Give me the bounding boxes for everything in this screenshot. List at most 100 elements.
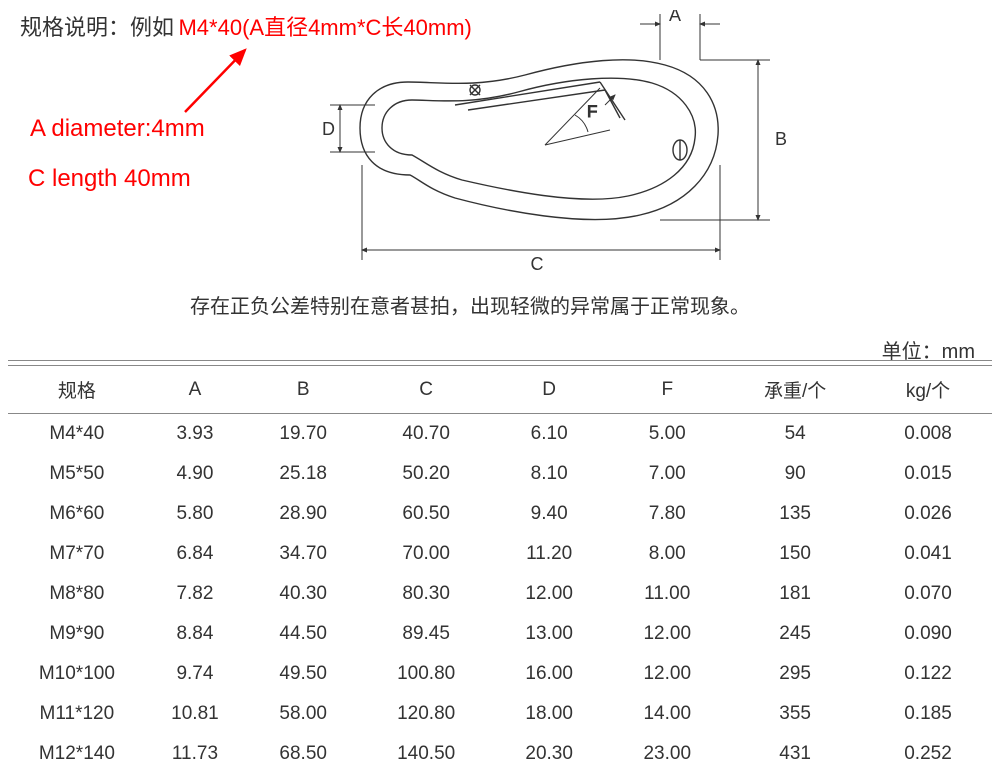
table-cell: 0.008 xyxy=(864,414,992,455)
table-row: M6*605.8028.9060.509.407.801350.026 xyxy=(8,494,992,534)
table-cell: 16.00 xyxy=(490,654,608,694)
table-cell: M6*60 xyxy=(8,494,146,534)
table-cell: 4.90 xyxy=(146,454,244,494)
col-header: 规格 xyxy=(8,366,146,414)
table-row: M9*908.8444.5089.4513.0012.002450.090 xyxy=(8,614,992,654)
table-cell: 80.30 xyxy=(362,574,490,614)
table-cell: 431 xyxy=(726,734,864,774)
table-cell: 70.00 xyxy=(362,534,490,574)
col-header: kg/个 xyxy=(864,366,992,414)
table-cell: 0.026 xyxy=(864,494,992,534)
table-cell: 140.50 xyxy=(362,734,490,774)
table-cell: 7.80 xyxy=(608,494,726,534)
table-cell: 245 xyxy=(726,614,864,654)
table-cell: 5.80 xyxy=(146,494,244,534)
table-row: M4*403.9319.7040.706.105.00540.008 xyxy=(8,414,992,455)
table-cell: 355 xyxy=(726,694,864,734)
table-cell: 40.70 xyxy=(362,414,490,455)
spec-table: 规格ABCDF承重/个kg/个 M4*403.9319.7040.706.105… xyxy=(8,365,992,774)
dim-label-f: F xyxy=(587,102,597,121)
table-row: M5*504.9025.1850.208.107.00900.015 xyxy=(8,454,992,494)
annotation-diameter: A diameter:4mm xyxy=(30,115,205,143)
col-header: C xyxy=(362,366,490,414)
table-cell: 49.50 xyxy=(244,654,362,694)
table-row: M8*807.8240.3080.3012.0011.001810.070 xyxy=(8,574,992,614)
table-cell: 14.00 xyxy=(608,694,726,734)
table-cell: 7.00 xyxy=(608,454,726,494)
table-cell: 7.82 xyxy=(146,574,244,614)
table-cell: 13.00 xyxy=(490,614,608,654)
col-header: A xyxy=(146,366,244,414)
table-cell: 8.10 xyxy=(490,454,608,494)
table-cell: 9.40 xyxy=(490,494,608,534)
table-cell: 23.00 xyxy=(608,734,726,774)
table-cell: M7*70 xyxy=(8,534,146,574)
table-cell: 18.00 xyxy=(490,694,608,734)
table-cell: 0.122 xyxy=(864,654,992,694)
table-cell: 44.50 xyxy=(244,614,362,654)
table-cell: 11.73 xyxy=(146,734,244,774)
table-cell: 58.00 xyxy=(244,694,362,734)
table-header-row: 规格ABCDF承重/个kg/个 xyxy=(8,366,992,414)
dim-label-d: D xyxy=(322,119,335,139)
col-header: F xyxy=(608,366,726,414)
table-cell: M10*100 xyxy=(8,654,146,694)
table-cell: 89.45 xyxy=(362,614,490,654)
table-top-border xyxy=(8,360,992,361)
dim-label-a: A xyxy=(669,10,681,25)
table-cell: 0.252 xyxy=(864,734,992,774)
table-cell: 6.10 xyxy=(490,414,608,455)
spec-label: 规格说明：例如 xyxy=(20,15,174,40)
table-cell: 50.20 xyxy=(362,454,490,494)
table-cell: 6.84 xyxy=(146,534,244,574)
table-cell: 8.84 xyxy=(146,614,244,654)
table-cell: 0.041 xyxy=(864,534,992,574)
table-cell: M8*80 xyxy=(8,574,146,614)
table-cell: 40.30 xyxy=(244,574,362,614)
table-cell: 295 xyxy=(726,654,864,694)
table-cell: 0.015 xyxy=(864,454,992,494)
col-header: B xyxy=(244,366,362,414)
table-cell: 0.185 xyxy=(864,694,992,734)
table-cell: M5*50 xyxy=(8,454,146,494)
table-cell: 10.81 xyxy=(146,694,244,734)
dim-label-b: B xyxy=(775,129,787,149)
table-cell: 181 xyxy=(726,574,864,614)
table-cell: 28.90 xyxy=(244,494,362,534)
col-header: 承重/个 xyxy=(726,366,864,414)
table-cell: 12.00 xyxy=(608,614,726,654)
table-cell: 100.80 xyxy=(362,654,490,694)
arrow-icon xyxy=(175,42,285,122)
table-cell: 135 xyxy=(726,494,864,534)
table-cell: 19.70 xyxy=(244,414,362,455)
table-cell: 12.00 xyxy=(608,654,726,694)
table-cell: 5.00 xyxy=(608,414,726,455)
table-cell: 12.00 xyxy=(490,574,608,614)
table-cell: 150 xyxy=(726,534,864,574)
table-cell: 60.50 xyxy=(362,494,490,534)
table-cell: 11.00 xyxy=(608,574,726,614)
table-row: M10*1009.7449.50100.8016.0012.002950.122 xyxy=(8,654,992,694)
table-cell: M11*120 xyxy=(8,694,146,734)
table-row: M12*14011.7368.50140.5020.3023.004310.25… xyxy=(8,734,992,774)
table-cell: M4*40 xyxy=(8,414,146,455)
table-cell: 90 xyxy=(726,454,864,494)
tolerance-note: 存在正负公差特别在意者甚拍，出现轻微的异常属于正常现象。 xyxy=(190,290,750,319)
table-cell: M9*90 xyxy=(8,614,146,654)
dim-label-c: C xyxy=(531,254,544,274)
table-cell: 20.30 xyxy=(490,734,608,774)
annotation-length: C length 40mm xyxy=(28,165,191,193)
table-cell: M12*140 xyxy=(8,734,146,774)
table-cell: 11.20 xyxy=(490,534,608,574)
table-row: M7*706.8434.7070.0011.208.001500.041 xyxy=(8,534,992,574)
table-cell: 25.18 xyxy=(244,454,362,494)
table-cell: 68.50 xyxy=(244,734,362,774)
table-cell: 120.80 xyxy=(362,694,490,734)
table-cell: 54 xyxy=(726,414,864,455)
table-cell: 3.93 xyxy=(146,414,244,455)
table-cell: 34.70 xyxy=(244,534,362,574)
table-cell: 8.00 xyxy=(608,534,726,574)
col-header: D xyxy=(490,366,608,414)
table-row: M11*12010.8158.00120.8018.0014.003550.18… xyxy=(8,694,992,734)
carabiner-diagram: A F D B C xyxy=(300,10,860,280)
